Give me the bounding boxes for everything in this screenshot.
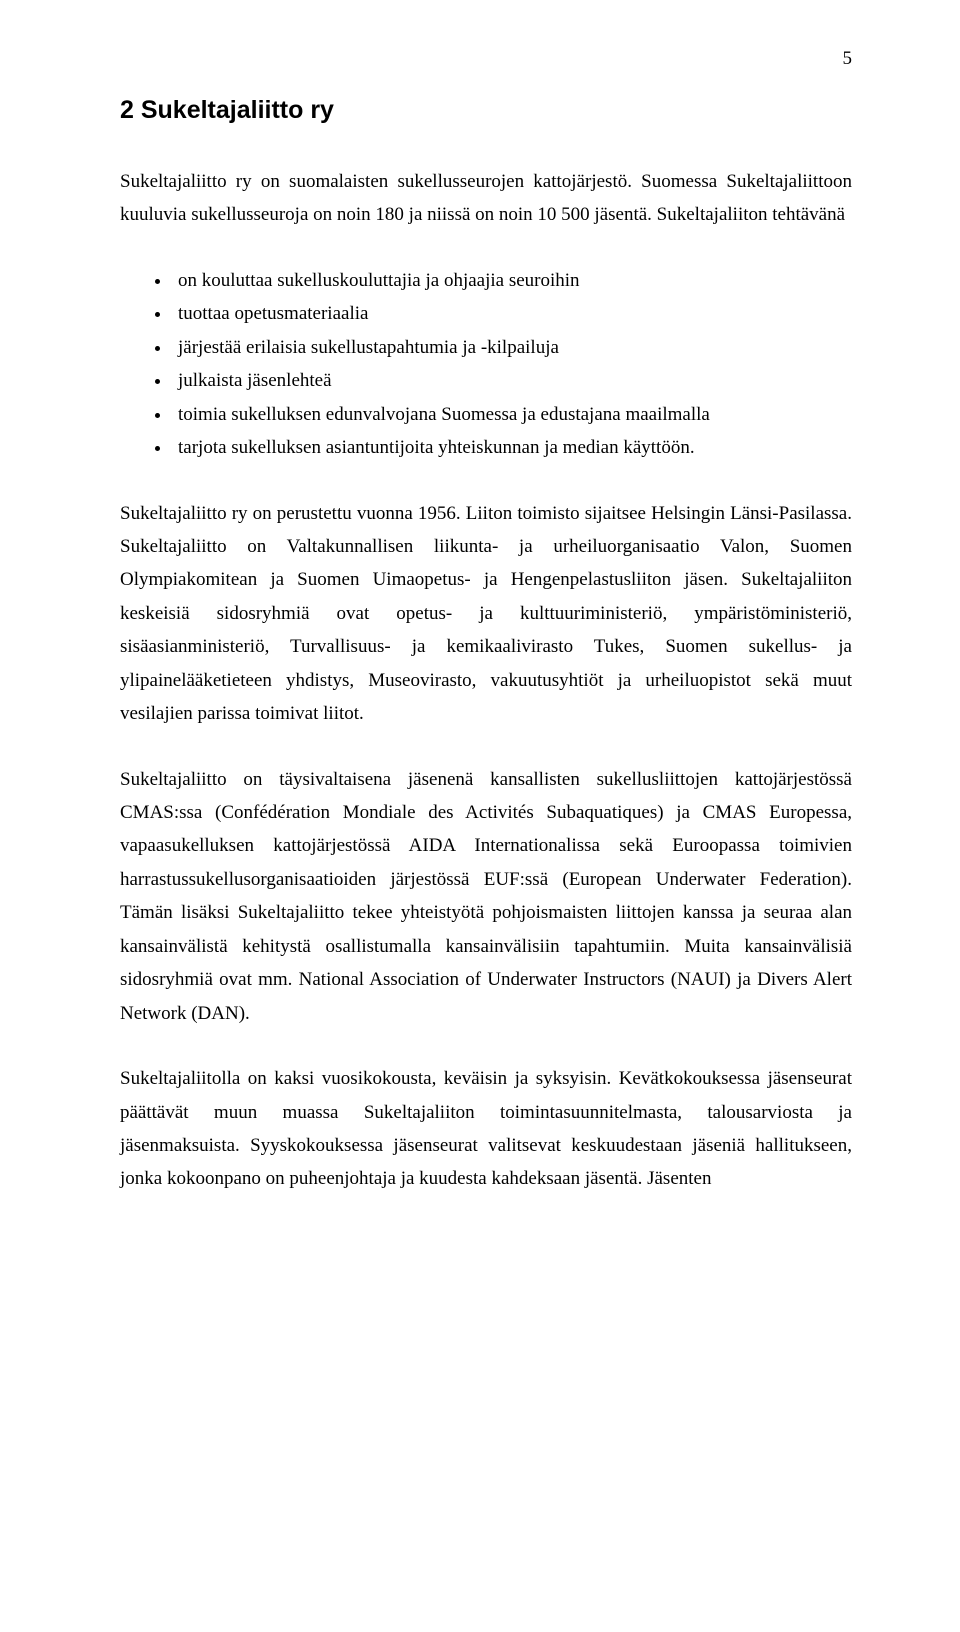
list-item: tuottaa opetusmateriaalia <box>172 297 852 330</box>
document-page: 5 2 Sukeltajaliitto ry Sukeltajaliitto r… <box>0 0 960 1288</box>
list-item: toimia sukelluksen edunvalvojana Suomess… <box>172 398 852 431</box>
body-paragraph: Sukeltajaliitto on täysivaltaisena jäsen… <box>120 763 852 1031</box>
list-item: tarjota sukelluksen asiantuntijoita yhte… <box>172 431 852 464</box>
page-number: 5 <box>843 48 853 70</box>
list-item: julkaista jäsenlehteä <box>172 364 852 397</box>
intro-paragraph: Sukeltajaliitto ry on suomalaisten sukel… <box>120 165 852 232</box>
body-paragraph: Sukeltajaliitolla on kaksi vuosikokousta… <box>120 1062 852 1196</box>
body-paragraph: Sukeltajaliitto ry on perustettu vuonna … <box>120 497 852 731</box>
list-item: on kouluttaa sukelluskouluttajia ja ohja… <box>172 264 852 297</box>
section-heading: 2 Sukeltajaliitto ry <box>120 96 852 125</box>
bullet-list: on kouluttaa sukelluskouluttajia ja ohja… <box>172 264 852 465</box>
list-item: järjestää erilaisia sukellustapahtumia j… <box>172 331 852 364</box>
